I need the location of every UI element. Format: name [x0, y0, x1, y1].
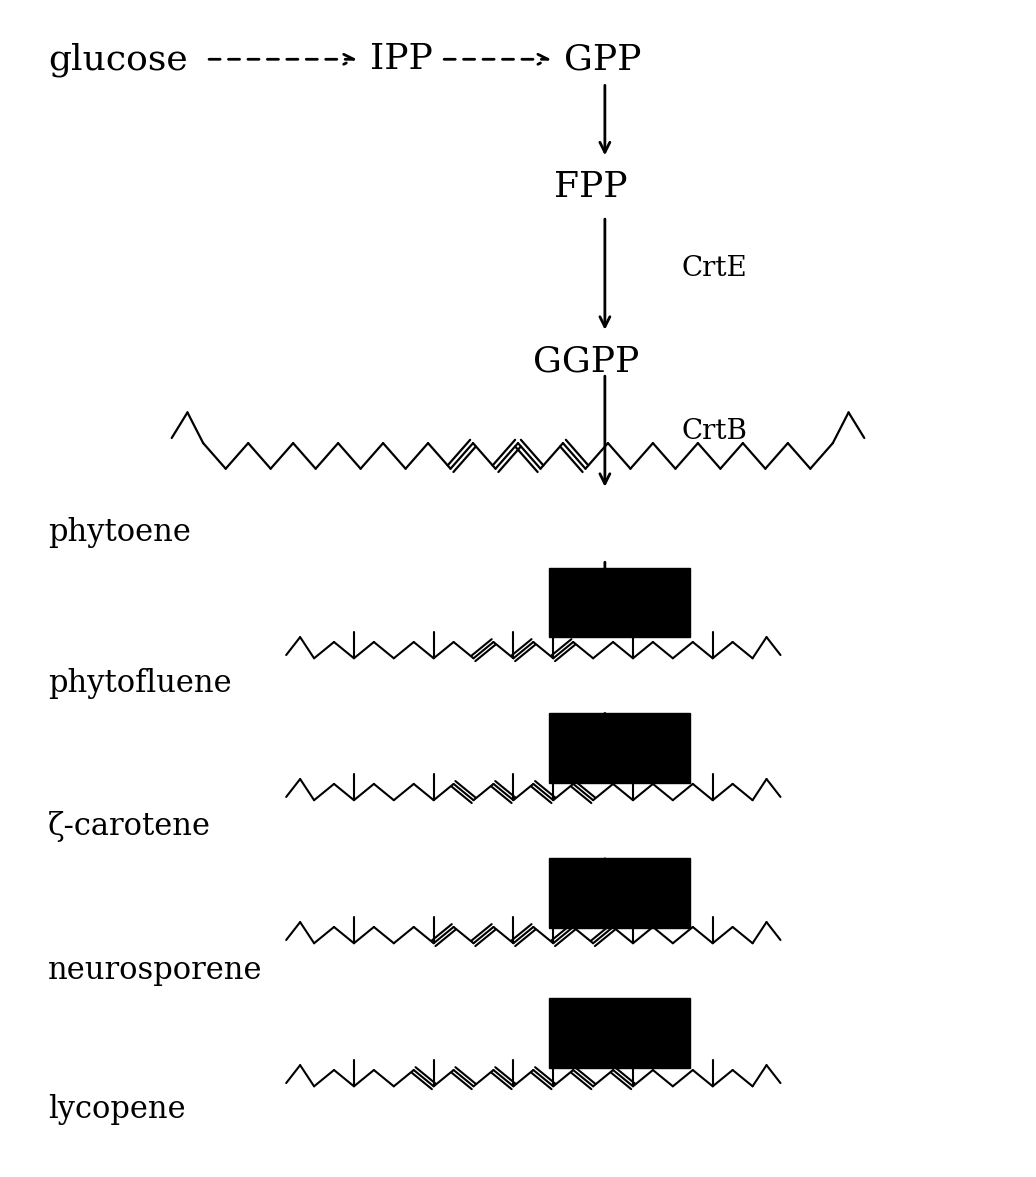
Text: IPP: IPP: [370, 42, 433, 77]
Text: phytofluene: phytofluene: [48, 669, 231, 699]
Text: lycopene: lycopene: [48, 1095, 185, 1125]
Text: FPP: FPP: [554, 171, 627, 205]
Bar: [549, 858, 690, 929]
Bar: [549, 998, 690, 1068]
Text: ζ-carotene: ζ-carotene: [48, 811, 211, 843]
Text: phytoene: phytoene: [48, 517, 191, 548]
Text: GGPP: GGPP: [534, 345, 639, 379]
Text: CrtB: CrtB: [682, 418, 748, 445]
Text: neurosporene: neurosporene: [48, 955, 262, 985]
Text: CrtE: CrtE: [682, 255, 747, 282]
Text: GPP: GPP: [564, 42, 641, 77]
Bar: [549, 567, 690, 638]
Bar: [549, 713, 690, 783]
Text: glucose: glucose: [48, 42, 188, 77]
